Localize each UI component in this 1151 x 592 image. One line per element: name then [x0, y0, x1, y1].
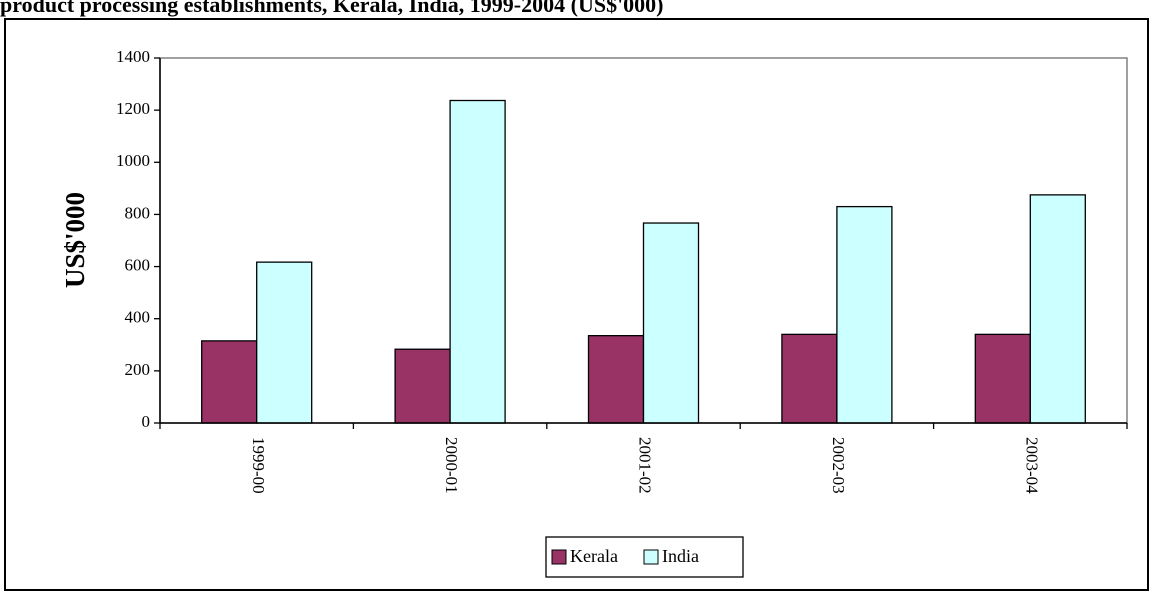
legend-label-india: India — [662, 546, 699, 566]
bars-layer — [201, 99, 1086, 424]
axes-layer: 0 200 400 600 800 1000 1200 1400 1999-00 2000-01 2… — [116, 47, 1128, 494]
bar-india-2003-04 — [1029, 194, 1086, 424]
bar-kerala-2003-04 — [974, 333, 1031, 424]
bar-kerala-1999-00 — [201, 340, 258, 424]
legend-swatch-india — [643, 549, 659, 565]
bar-india-2002-03 — [836, 205, 893, 424]
bar-kerala-2002-03 — [781, 333, 838, 424]
page-title: product processing establishments, Keral… — [0, 0, 664, 17]
y-tick-label: 800 — [125, 203, 151, 222]
x-tick-label: 2002-03 — [829, 437, 848, 494]
y-tick-label: 1200 — [116, 99, 150, 118]
y-tick-label: 1000 — [116, 151, 150, 170]
x-tick-label: 2000-01 — [442, 437, 461, 494]
bar-india-1999-00 — [256, 261, 313, 424]
legend: Kerala India — [545, 536, 744, 578]
bar-india-2000-01 — [449, 99, 506, 424]
y-tick-label: 400 — [125, 308, 151, 327]
x-tick-label: 2003-04 — [1022, 437, 1041, 494]
bar-chart: 0 200 400 600 800 1000 1200 1400 1999-00 2000-01 2… — [60, 47, 1128, 578]
legend-swatch-kerala — [551, 549, 567, 565]
y-tick-label: 0 — [142, 412, 151, 431]
x-tick-label: 2001-02 — [636, 437, 655, 494]
x-tick-label: 1999-00 — [249, 437, 268, 494]
bar-kerala-2001-02 — [587, 335, 645, 424]
legend-label-kerala: Kerala — [570, 546, 618, 566]
bar-india-2001-02 — [642, 222, 700, 424]
y-tick-label: 600 — [125, 255, 151, 274]
y-axis-title: US$'000 — [60, 192, 90, 288]
bar-kerala-2000-01 — [394, 348, 451, 424]
y-tick-label: 1400 — [116, 47, 150, 66]
legend-box — [545, 536, 744, 578]
y-tick-label: 200 — [125, 360, 151, 379]
chart-frame: 0 200 400 600 800 1000 1200 1400 1999-00 2000-01 2… — [4, 18, 1149, 591]
